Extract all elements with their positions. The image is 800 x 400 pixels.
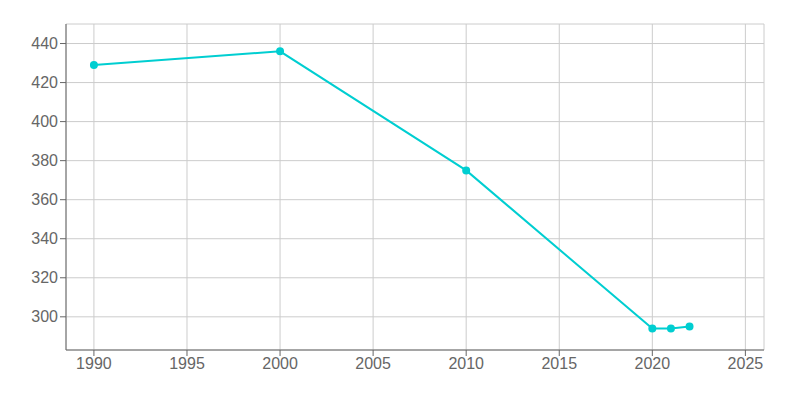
svg-text:320: 320 xyxy=(31,269,58,286)
svg-text:340: 340 xyxy=(31,230,58,247)
svg-text:380: 380 xyxy=(31,152,58,169)
svg-text:360: 360 xyxy=(31,191,58,208)
svg-text:1990: 1990 xyxy=(76,355,112,372)
svg-text:2000: 2000 xyxy=(262,355,298,372)
svg-text:1995: 1995 xyxy=(169,355,205,372)
svg-text:2005: 2005 xyxy=(355,355,391,372)
svg-text:300: 300 xyxy=(31,308,58,325)
svg-text:400: 400 xyxy=(31,113,58,130)
svg-text:420: 420 xyxy=(31,74,58,91)
svg-text:2010: 2010 xyxy=(448,355,484,372)
svg-text:2020: 2020 xyxy=(635,355,671,372)
svg-text:440: 440 xyxy=(31,35,58,52)
svg-text:2015: 2015 xyxy=(541,355,577,372)
svg-text:2025: 2025 xyxy=(728,355,764,372)
